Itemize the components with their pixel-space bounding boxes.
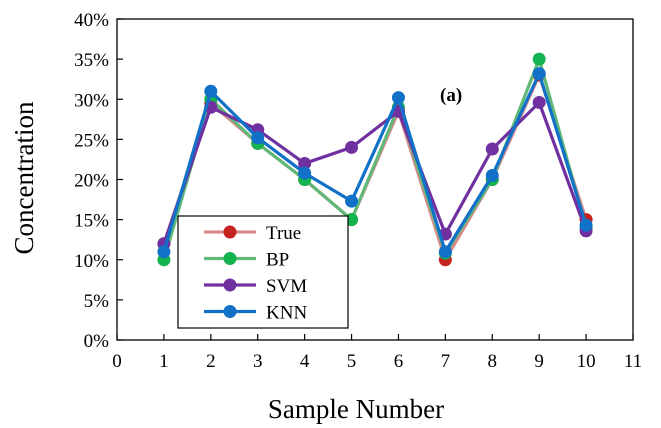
legend-item-svm: SVM [204,276,307,297]
data-point-svm [485,142,499,156]
x-tick-label: 1 [159,351,169,372]
y-tick-label: 25% [74,130,109,151]
x-tick-label: 5 [347,351,357,372]
data-point-svm [345,140,359,154]
legend-label: KNN [266,303,307,324]
y-tick-label: 0% [84,331,110,352]
data-point-bp [532,52,546,66]
data-point-knn [438,245,452,259]
y-tick-label: 30% [74,90,109,111]
x-tick-label: 10 [577,351,596,372]
data-point-knn [345,194,359,208]
y-axis-label: Concentration [9,101,39,254]
x-tick-label: 0 [112,351,122,372]
x-tick-label: 8 [488,351,498,372]
chart-annotation: (a) [440,85,462,106]
legend-marker [223,305,237,318]
x-tick-label: 7 [441,351,451,372]
series-knn [157,67,593,259]
legend-label: BP [266,250,289,271]
legend-item-knn: KNN [204,303,307,324]
x-tick-label: 2 [206,351,216,372]
data-point-knn [157,245,171,259]
data-point-knn [204,84,218,98]
x-tick-label: 4 [300,351,310,372]
data-point-knn [485,168,499,182]
y-tick-label: 40% [74,10,109,31]
data-point-svm [532,95,546,109]
legend-marker [223,225,237,239]
axes: 0% 5% 10% 15% 20% 25% 30% 35% 40% 0 1 2 3 4 5 6 7 8 9 10 11 [74,10,642,372]
data-point-knn [579,218,593,232]
x-tick-label: 11 [624,351,642,372]
y-tick-label: 20% [74,171,109,192]
legend: True BP SVM KNN [177,215,349,329]
series-line-knn [162,71,588,254]
legend-item-true: True [204,223,301,244]
x-tick-label: 3 [253,351,263,372]
legend-box [177,215,349,329]
legend-item-bp: BP [204,250,289,271]
data-point-knn [391,91,405,105]
data-point-knn [532,67,546,81]
legend-label: SVM [266,276,307,297]
data-point-svm [298,156,312,170]
data-point-knn [251,131,265,145]
y-tick-label: 15% [74,211,109,232]
y-tick-label: 5% [84,291,110,312]
series-line-bp [162,57,588,261]
data-point-knn [298,166,312,180]
x-tick-label: 6 [394,351,404,372]
y-tick-label: 35% [74,50,109,71]
legend-marker [223,278,237,292]
legend-label: True [266,223,301,244]
legend-marker [223,252,237,265]
y-tick-label: 10% [74,251,109,272]
x-tick-label: 9 [534,351,544,372]
series-layer [157,52,593,267]
x-axis-label: Sample Number [268,394,444,424]
